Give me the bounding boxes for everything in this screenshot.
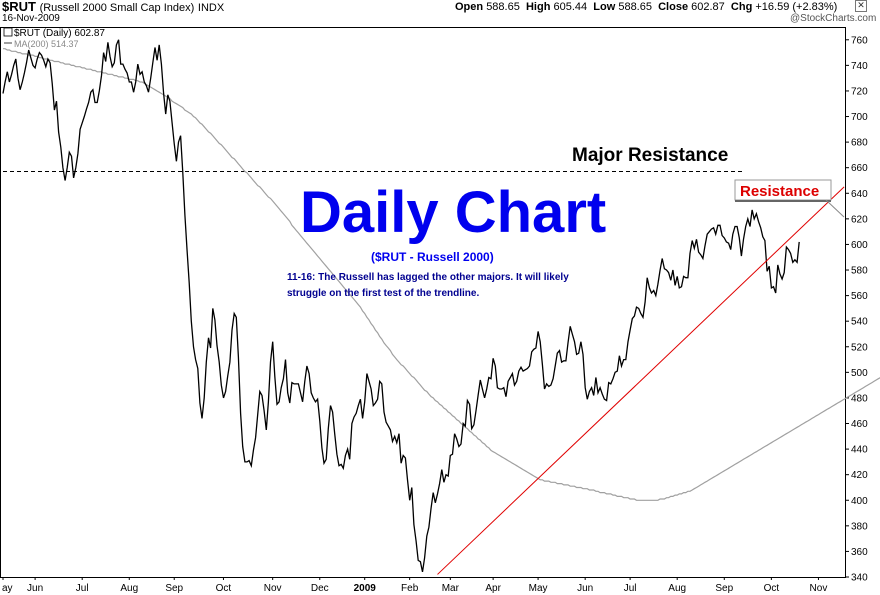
x-tick-label: Jun bbox=[27, 583, 43, 594]
y-tick-label: 620 bbox=[851, 214, 868, 225]
brand-logo: @StockCharts.com bbox=[790, 13, 877, 24]
low-value: 588.65 bbox=[618, 1, 652, 13]
note-line-2: struggle on the first test of the trendl… bbox=[287, 288, 479, 299]
y-axis: 340 360 380 400 420 440 460 480 500 520 540 560 580 6… bbox=[845, 35, 868, 584]
high-label: High bbox=[525, 1, 551, 13]
y-tick-label: 480 bbox=[851, 393, 868, 404]
y-tick-label: 420 bbox=[851, 470, 868, 481]
trendline bbox=[437, 186, 845, 575]
x-tick-label: Apr bbox=[485, 583, 501, 594]
x-tick-label: Nov bbox=[264, 583, 282, 594]
y-tick-label: 400 bbox=[851, 496, 868, 507]
x-tick-label: 2009 bbox=[354, 583, 377, 594]
x-tick-label: Dec bbox=[311, 583, 329, 594]
y-tick-label: 580 bbox=[851, 266, 868, 277]
y-tick-label: 460 bbox=[851, 419, 868, 430]
x-tick-label: Aug bbox=[120, 583, 138, 594]
x-tick-label: Nov bbox=[810, 583, 828, 594]
low-label: Low bbox=[593, 1, 616, 13]
chg-label: Chg bbox=[730, 1, 753, 13]
exchange: INDX bbox=[197, 2, 225, 14]
y-tick-label: 560 bbox=[851, 291, 868, 302]
x-tick-label: Oct bbox=[764, 583, 780, 594]
ma200-line bbox=[3, 48, 880, 501]
y-tick-label: 740 bbox=[851, 61, 868, 72]
legend-swatch-price bbox=[3, 27, 13, 37]
plot-frame bbox=[0, 27, 846, 578]
y-tick-label: 340 bbox=[851, 573, 868, 584]
major-resistance-label: Major Resistance bbox=[572, 145, 728, 166]
x-tick-label: Jul bbox=[624, 583, 637, 594]
ohlc-readout: Open 588.65 High 605.44 Low 588.65 Close… bbox=[455, 1, 837, 13]
main-title: Daily Chart bbox=[300, 180, 606, 245]
index-name: (Russell 2000 Small Cap Index) bbox=[39, 2, 195, 14]
x-tick-label: Feb bbox=[401, 583, 419, 594]
x-tick-label: Mar bbox=[442, 583, 460, 594]
y-tick-label: 360 bbox=[851, 547, 868, 558]
y-tick-label: 440 bbox=[851, 445, 868, 456]
x-tick-label: Sep bbox=[715, 583, 733, 594]
symbol: $RUT bbox=[2, 0, 36, 14]
subtitle: ($RUT - Russell 2000) bbox=[371, 250, 494, 264]
x-tick-label: Aug bbox=[668, 583, 686, 594]
y-tick-label: 380 bbox=[851, 521, 868, 532]
legend-ma: MA(200) 514.37 bbox=[14, 39, 79, 49]
y-tick-label: 700 bbox=[851, 112, 868, 123]
price-line bbox=[2, 39, 800, 573]
y-tick-label: 680 bbox=[851, 138, 868, 149]
note-line-1: 11-16: The Russell has lagged the other … bbox=[287, 272, 569, 283]
y-tick-label: 520 bbox=[851, 342, 868, 353]
y-tick-label: 660 bbox=[851, 163, 868, 174]
y-tick-label: 540 bbox=[851, 317, 868, 328]
resistance-pointer bbox=[825, 199, 845, 218]
y-tick-label: 600 bbox=[851, 240, 868, 251]
chg-value: +16.59 (+2.83%) bbox=[755, 1, 838, 13]
y-tick-label: 720 bbox=[851, 86, 868, 97]
close-value: 602.87 bbox=[691, 1, 725, 13]
chart-date: 16-Nov-2009 bbox=[2, 13, 60, 24]
close-label: Close bbox=[658, 1, 689, 13]
x-tick-label: Sep bbox=[165, 583, 183, 594]
close-icon[interactable]: ✕ bbox=[855, 0, 867, 12]
y-tick-label: 760 bbox=[851, 35, 868, 46]
y-tick-label: 640 bbox=[851, 189, 868, 200]
x-axis: ay Jun Jul Aug Sep Oct Nov Dec 2009 Feb Mar Apr May J… bbox=[2, 577, 827, 594]
x-tick-label: May bbox=[529, 583, 548, 594]
legend-price: $RUT (Daily) 602.87 bbox=[14, 28, 105, 39]
symbol-title: $RUT (Russell 2000 Small Cap Index) INDX bbox=[2, 0, 224, 14]
x-tick-label: Jul bbox=[76, 583, 89, 594]
resistance-label: Resistance bbox=[740, 183, 819, 200]
x-tick-label: ay bbox=[2, 583, 13, 594]
y-tick-label: 500 bbox=[851, 368, 868, 379]
chart-header: $RUT (Russell 2000 Small Cap Index) INDX… bbox=[0, 0, 880, 26]
x-tick-label: Oct bbox=[216, 583, 232, 594]
high-value: 605.44 bbox=[553, 1, 588, 13]
open-label: Open bbox=[455, 1, 484, 13]
open-value: 588.65 bbox=[486, 1, 520, 13]
x-tick-label: Jun bbox=[577, 583, 593, 594]
